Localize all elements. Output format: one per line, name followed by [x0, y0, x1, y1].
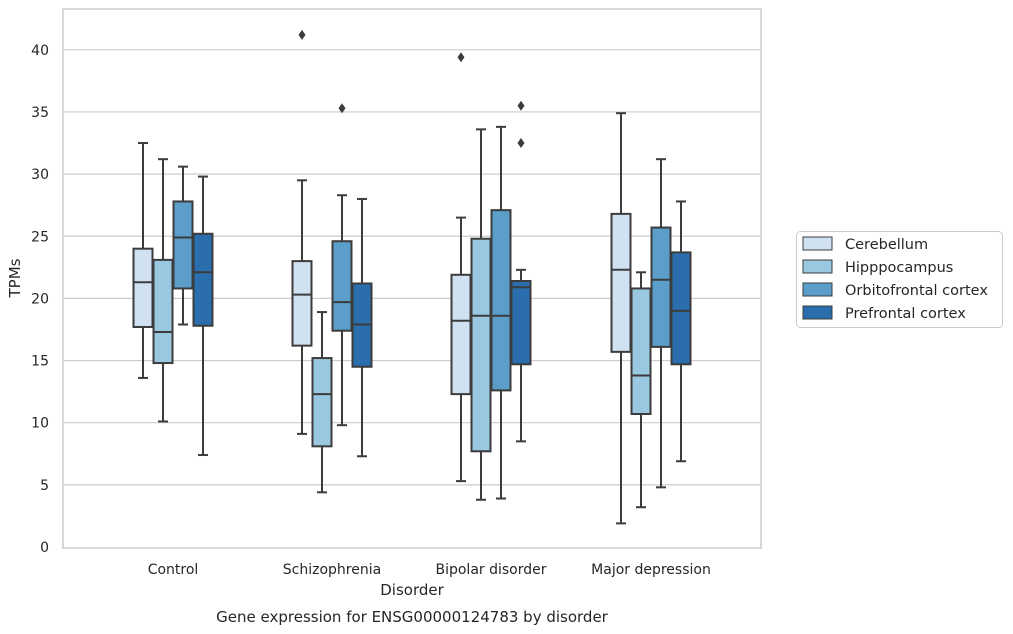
box-hipppocampus	[311, 311, 333, 494]
iqr-box	[630, 287, 652, 415]
iqr-box	[450, 273, 472, 396]
y-tick-label: 40	[31, 43, 49, 59]
y-axis-label: TPMs	[6, 258, 24, 298]
outlier-marker	[517, 100, 525, 111]
iqr-box	[311, 357, 333, 448]
legend-frame	[796, 231, 1003, 328]
x-axis-label: Disorder	[380, 581, 444, 599]
box-groups	[132, 29, 692, 525]
plot-frame	[62, 8, 762, 549]
iqr-box	[510, 279, 532, 366]
legend-swatch	[802, 259, 833, 274]
x-tick-label: Schizophrenia	[283, 562, 381, 578]
y-tick-label: 20	[31, 291, 49, 307]
y-tick-label: 10	[31, 416, 49, 432]
y-tick-label: 5	[40, 478, 49, 494]
y-tick-labels: 0 5 10 15 20 25 30 35 40	[31, 43, 49, 556]
legend-label: Cerebellum	[845, 237, 928, 253]
box-hipppocampus	[630, 271, 652, 509]
outlier-marker	[517, 138, 525, 149]
legend-label: Orbitofrontal cortex	[845, 283, 988, 299]
outlier-marker	[457, 52, 465, 63]
legend-label: Prefrontal cortex	[845, 306, 966, 322]
x-tick-labels: Control Schizophrenia Bipolar disorder Majo…	[148, 562, 711, 578]
box-cerebellum	[610, 112, 632, 525]
box-prefrontal-cortex	[351, 197, 373, 458]
iqr-box	[152, 258, 174, 365]
iqr-box	[132, 247, 154, 328]
iqr-box	[331, 240, 353, 332]
iqr-box	[470, 237, 492, 453]
outlier-marker	[298, 29, 306, 40]
legend: Cerebellum Hipppocampus Orbitofrontal cort…	[796, 231, 1003, 328]
outlier-marker	[338, 103, 346, 114]
y-tick-label: 35	[31, 105, 49, 121]
iqr-box	[291, 260, 313, 347]
x-tick-label: Control	[148, 562, 199, 578]
iqr-box	[650, 226, 672, 348]
box-hipppocampus	[152, 158, 174, 423]
legend-swatch	[802, 282, 833, 297]
iqr-box	[670, 251, 692, 366]
chart-title: Gene expression for ENSG00000124783 by d…	[216, 608, 609, 626]
box-prefrontal-cortex	[192, 175, 214, 457]
y-tick-label: 15	[31, 354, 49, 370]
x-tick-label: Bipolar disorder	[435, 562, 546, 578]
box-cerebellum	[291, 29, 313, 435]
y-tick-label: 25	[31, 229, 49, 245]
box-prefrontal-cortex	[670, 200, 692, 463]
y-tick-label: 0	[40, 540, 49, 556]
box-cerebellum	[450, 52, 472, 483]
x-tick-label: Major depression	[591, 562, 711, 578]
iqr-box	[490, 209, 512, 392]
legend-label: Hipppocampus	[845, 260, 953, 276]
gridlines	[63, 49, 761, 486]
box-hipppocampus	[470, 128, 492, 501]
legend-swatch	[802, 236, 833, 251]
iqr-box	[610, 212, 632, 353]
iqr-box	[172, 200, 194, 290]
iqr-box	[192, 232, 214, 327]
box-prefrontal-cortex	[510, 100, 532, 443]
y-tick-label: 30	[31, 167, 49, 183]
box-cerebellum	[132, 142, 154, 379]
legend-swatch	[802, 305, 833, 320]
